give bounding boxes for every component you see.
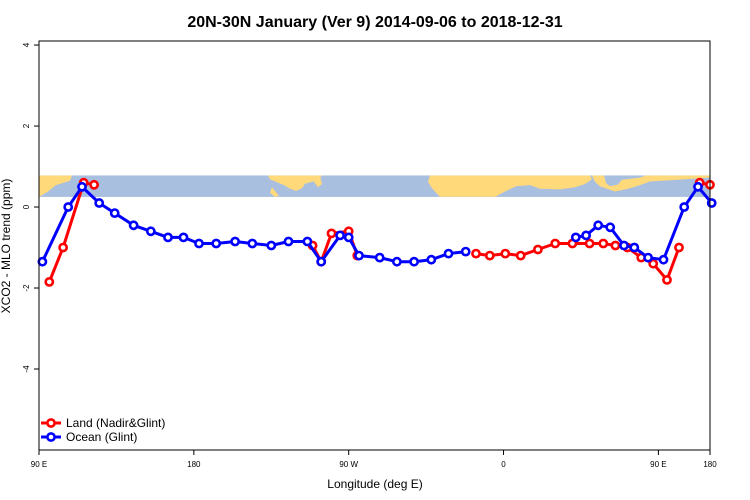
map-island bbox=[503, 176, 507, 180]
map-island bbox=[518, 181, 522, 185]
legend-label: Ocean (Glint) bbox=[66, 430, 137, 444]
data-point bbox=[593, 220, 604, 231]
y-tick-label: 0 bbox=[22, 204, 31, 209]
map-land-shape bbox=[592, 175, 710, 192]
data-point bbox=[77, 181, 87, 192]
data-point bbox=[598, 238, 609, 249]
data-point bbox=[471, 248, 481, 259]
data-point bbox=[194, 238, 204, 249]
legend-item: Ocean (Glint) bbox=[41, 430, 137, 444]
data-point bbox=[443, 248, 454, 259]
legend-item: Land (Nadir&Glint) bbox=[41, 416, 165, 430]
map-land-shape bbox=[268, 175, 322, 191]
data-point bbox=[44, 276, 55, 287]
map-land bbox=[39, 175, 710, 197]
data-point bbox=[211, 238, 222, 249]
x-tick-label: 0 bbox=[501, 460, 506, 469]
data-point bbox=[391, 256, 402, 267]
data-point bbox=[426, 254, 437, 265]
data-point bbox=[145, 226, 156, 237]
series-layer bbox=[37, 177, 717, 287]
series-ocean bbox=[37, 181, 717, 267]
data-point bbox=[354, 250, 364, 261]
map-island bbox=[460, 186, 464, 190]
y-axis: 4 2 0 -2 -4 bbox=[22, 42, 39, 373]
legend-swatch-point bbox=[46, 418, 56, 428]
legend: Land (Nadir&Glint)Ocean (Glint) bbox=[41, 416, 165, 444]
map-land-shape bbox=[314, 176, 322, 188]
data-point bbox=[584, 238, 595, 249]
data-point bbox=[266, 240, 277, 251]
map-land-shape bbox=[39, 175, 72, 197]
y-tick-label: -4 bbox=[22, 365, 31, 373]
data-point bbox=[316, 256, 327, 267]
data-point bbox=[283, 236, 294, 247]
data-point bbox=[674, 242, 684, 253]
data-point bbox=[460, 246, 471, 257]
data-point bbox=[63, 202, 74, 212]
data-point bbox=[533, 244, 543, 255]
data-point bbox=[679, 202, 690, 212]
data-point bbox=[570, 232, 581, 243]
data-point bbox=[343, 232, 354, 243]
y-axis-label: XCO2 - MLO trend (ppm) bbox=[0, 179, 13, 314]
x-tick-label: 180 bbox=[187, 460, 201, 469]
data-point bbox=[500, 248, 511, 259]
data-point bbox=[335, 230, 345, 241]
data-point bbox=[662, 274, 672, 285]
chart-title: 20N-30N January (Ver 9) 2014-09-06 to 20… bbox=[187, 14, 562, 31]
data-point bbox=[374, 252, 385, 263]
x-tick-label: 180 bbox=[703, 460, 717, 469]
data-point bbox=[706, 198, 717, 208]
data-point bbox=[619, 240, 629, 251]
x-tick-label: 90 E bbox=[650, 460, 666, 469]
data-point bbox=[326, 228, 337, 239]
x-axis: 90 E 180 90 W 0 90 E 180 bbox=[31, 450, 717, 469]
series-line bbox=[47, 181, 95, 283]
data-point bbox=[128, 220, 139, 231]
x-axis-label: Longitude (deg E) bbox=[327, 477, 422, 491]
map-land-shape bbox=[428, 175, 592, 197]
plot-frame bbox=[38, 40, 711, 451]
data-point bbox=[247, 238, 258, 249]
legend-swatch-point bbox=[46, 432, 56, 442]
data-point bbox=[693, 181, 703, 192]
y-tick-label: 4 bbox=[22, 42, 31, 47]
data-point bbox=[648, 258, 659, 269]
x-tick-label: 90 E bbox=[31, 460, 47, 469]
data-point bbox=[550, 238, 561, 249]
data-point bbox=[89, 179, 99, 190]
data-point bbox=[629, 242, 640, 253]
data-point bbox=[409, 256, 419, 267]
data-point bbox=[605, 222, 616, 233]
legend-label: Land (Nadir&Glint) bbox=[66, 416, 165, 430]
data-point bbox=[581, 230, 591, 241]
data-point bbox=[643, 252, 653, 263]
data-point bbox=[302, 236, 313, 247]
data-point bbox=[109, 208, 120, 218]
data-point bbox=[658, 254, 669, 265]
x-tick-label: 90 W bbox=[339, 460, 358, 469]
data-point bbox=[484, 250, 495, 261]
data-point bbox=[58, 242, 68, 253]
map-strip bbox=[39, 175, 710, 197]
data-point bbox=[37, 256, 48, 267]
data-point bbox=[515, 250, 526, 261]
map-land-shape bbox=[270, 187, 279, 197]
y-tick-label: -2 bbox=[22, 284, 31, 292]
data-point bbox=[163, 232, 173, 243]
map-island bbox=[454, 184, 458, 188]
y-tick-label: 2 bbox=[22, 123, 31, 128]
data-point bbox=[178, 232, 189, 243]
data-point bbox=[610, 240, 621, 251]
series-line bbox=[41, 185, 466, 264]
data-point bbox=[230, 236, 240, 247]
data-point bbox=[94, 198, 105, 208]
